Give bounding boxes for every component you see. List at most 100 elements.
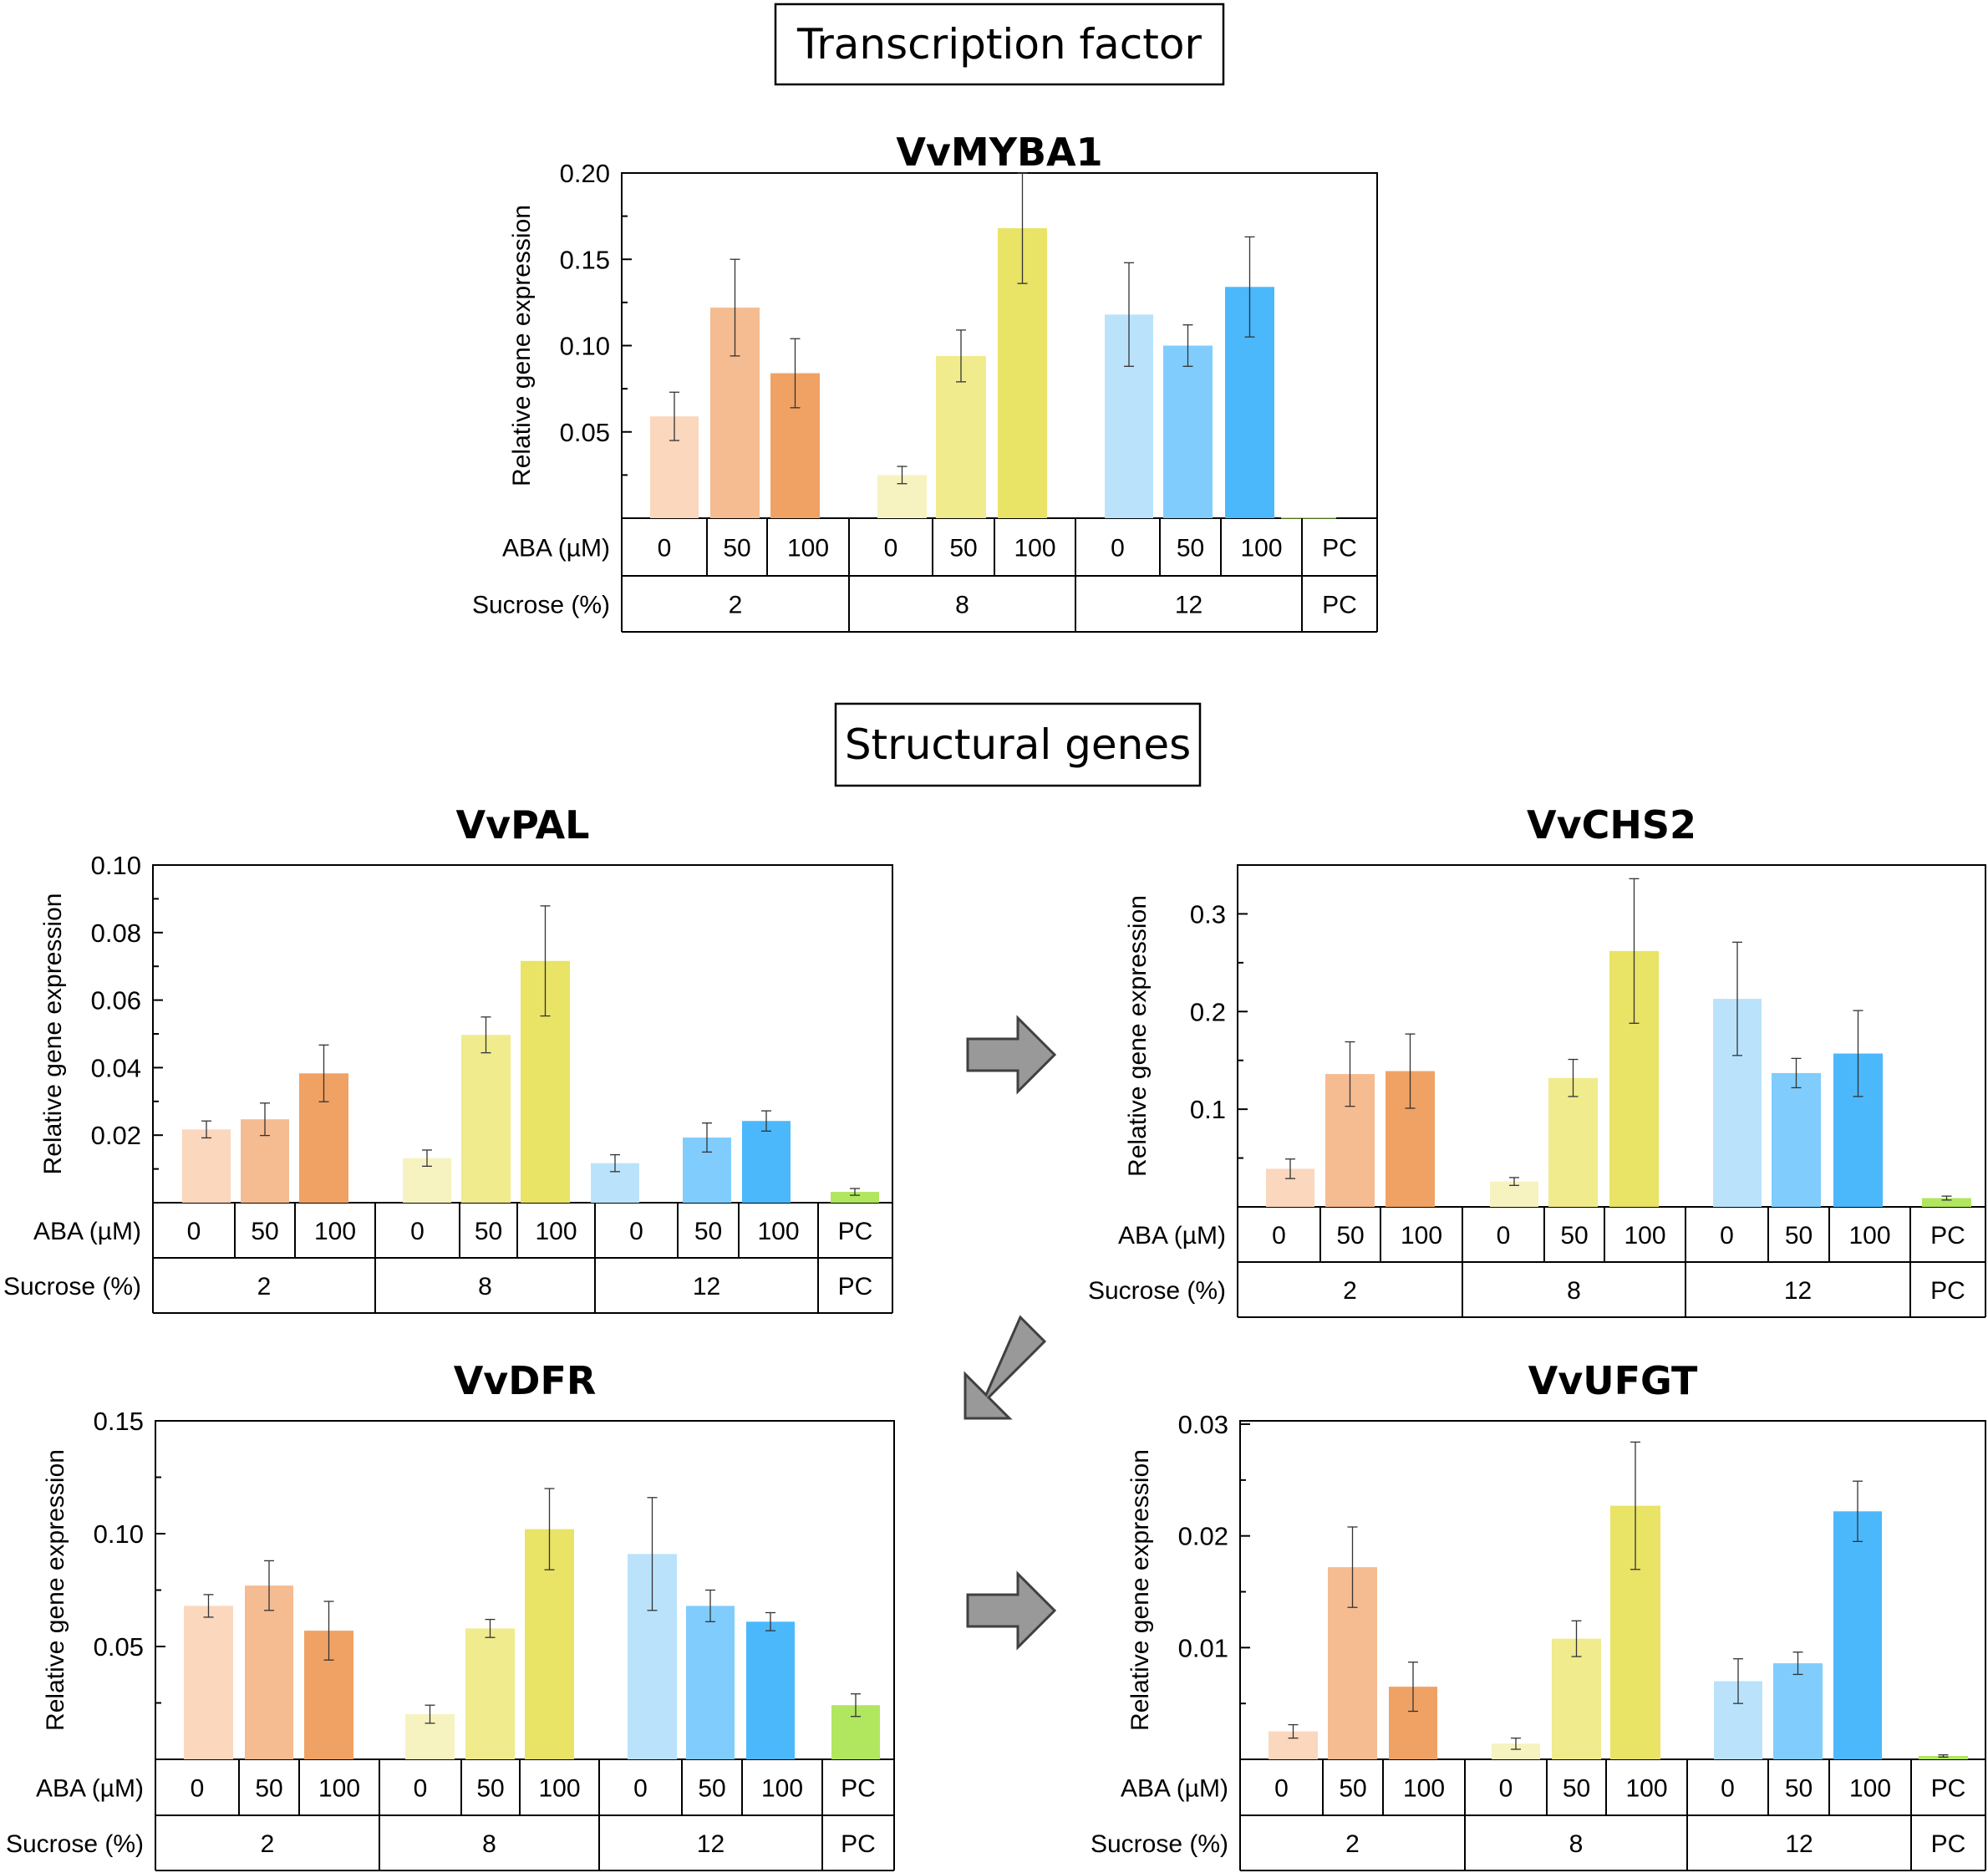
vvmyba1-y-tick-label: 0.20 [560, 159, 610, 188]
vvchs2-y-tick-label: 0.3 [1190, 899, 1226, 929]
vvmyba1-aba-cell: 0 [658, 535, 672, 562]
vvpal-bar [831, 1192, 879, 1203]
vvdfr-bar [184, 1606, 233, 1759]
vvchs2-title: VvCHS2 [1527, 802, 1696, 847]
structural-genes-title: Structural genes [845, 720, 1191, 769]
vvpal-aba-cell: 50 [475, 1218, 502, 1245]
vvpal-bar [461, 1035, 511, 1203]
vvmyba1-title: VvMYBA1 [896, 130, 1102, 175]
vvmyba1-aba-cell: 0 [884, 535, 898, 562]
vvufgt-sucrose-cell: 2 [1345, 1830, 1360, 1858]
vvchs2-y-tick-label: 0.2 [1190, 997, 1226, 1026]
vvufgt-sucrose-row-label: Sucrose (%) [1091, 1830, 1228, 1858]
chart-vvpal: VvPAL 0.02 0.04 0.06 0.08 0.10 Relative gene e… [3, 802, 893, 1314]
vvufgt-y-tick-label: 0.02 [1178, 1522, 1228, 1551]
vvmyba1-y-tick-label: 0.15 [560, 245, 610, 274]
vvufgt-sucrose-cell: PC [1931, 1830, 1966, 1858]
vvpal-aba-cell: 0 [187, 1218, 201, 1245]
vvpal-aba-cell: PC [838, 1218, 873, 1245]
vvufgt-aba-row-label: ABA (µM) [1121, 1775, 1228, 1803]
vvchs2-aba-cell: 50 [1336, 1222, 1364, 1250]
chart-vvufgt: VvUFGT 0.01 0.02 0.03 Relative gene expressi… [1091, 1358, 1986, 1871]
vvmyba1-sucrose-cell: 2 [729, 592, 743, 619]
vvchs2-aba-cell: 50 [1560, 1222, 1588, 1250]
vvpal-aba-cell: 50 [694, 1218, 722, 1245]
vvufgt-bar [1552, 1638, 1601, 1759]
vvpal-aba-row-label: ABA (µM) [33, 1218, 141, 1245]
vvmyba1-bar [1163, 345, 1213, 518]
vvufgt-bar [1773, 1663, 1823, 1759]
structural-genes-box [834, 702, 1202, 787]
vvdfr-y-tick-label: 0.10 [94, 1519, 144, 1549]
vvmyba1-aba-cell: 100 [787, 535, 829, 562]
arrow-right-dfr-to-ufgt-icon [966, 1570, 1057, 1651]
vvdfr-bar [746, 1621, 795, 1759]
vvufgt-aba-cell: 100 [1403, 1775, 1445, 1803]
vvmyba1-aba-cell: PC [1322, 535, 1357, 562]
vvpal-y-axis-label: Relative gene expression [39, 893, 67, 1175]
vvpal-sucrose-cell: PC [838, 1273, 873, 1300]
vvchs2-aba-cell: 100 [1848, 1222, 1890, 1250]
vvmyba1-aba-cell: 50 [949, 535, 977, 562]
vvchs2-bar [1548, 1077, 1598, 1207]
vvufgt-y-tick-label: 0.03 [1178, 1410, 1228, 1439]
vvmyba1-sucrose-cell: PC [1322, 592, 1357, 619]
vvchs2-sucrose-cell: 2 [1343, 1277, 1357, 1305]
vvchs2-aba-cell: 0 [1497, 1222, 1511, 1250]
vvufgt-sucrose-cell: 12 [1785, 1830, 1813, 1858]
vvmyba1-sucrose-row-label: Sucrose (%) [472, 592, 610, 619]
vvufgt-bar [1833, 1511, 1882, 1759]
vvchs2-aba-cell: 100 [1401, 1222, 1442, 1250]
vvpal-bar [742, 1121, 791, 1203]
vvpal-y-tick-label: 0.08 [91, 919, 141, 948]
vvmyba1-aba-cell: 50 [1177, 535, 1204, 562]
vvufgt-aba-cell: PC [1931, 1775, 1966, 1803]
vvufgt-y-axis-label: Relative gene expression [1126, 1449, 1154, 1731]
vvdfr-aba-cell: 100 [538, 1775, 580, 1803]
vvmyba1-aba-row-label: ABA (µM) [502, 535, 610, 562]
vvufgt-bar [1919, 1755, 1968, 1759]
vvdfr-bar [465, 1628, 515, 1759]
vvdfr-aba-cell: 100 [761, 1775, 803, 1803]
vvufgt-aba-cell: 0 [1274, 1775, 1289, 1803]
vvpal-sucrose-cell: 8 [478, 1273, 492, 1300]
vvufgt-aba-cell: 100 [1625, 1775, 1667, 1803]
vvdfr-aba-cell: 50 [698, 1775, 725, 1803]
chart-vvchs2: VvCHS2 0.1 0.2 0.3 Relative gene expression A… [1088, 802, 1986, 1318]
vvpal-aba-cell: 100 [314, 1218, 356, 1245]
structural-genes-heading: Structural genes [834, 702, 1202, 787]
vvdfr-aba-cell: PC [841, 1775, 876, 1803]
vvpal-title: VvPAL [456, 802, 590, 847]
vvchs2-sucrose-cell: PC [1930, 1277, 1965, 1305]
vvpal-sucrose-row-label: Sucrose (%) [3, 1273, 141, 1300]
vvdfr-bar [686, 1606, 735, 1759]
vvchs2-aba-row-label: ABA (µM) [1118, 1222, 1226, 1250]
vvdfr-aba-cell: 50 [255, 1775, 282, 1803]
vvdfr-aba-row-label: ABA (µM) [36, 1775, 144, 1803]
vvchs2-aba-cell: 100 [1624, 1222, 1665, 1250]
vvufgt-bar [1492, 1743, 1540, 1759]
vvpal-bar [182, 1129, 231, 1203]
vvchs2-aba-cell: PC [1930, 1222, 1965, 1250]
chart-vvdfr: VvDFR 0.05 0.10 0.15 Relative gene expressio… [6, 1358, 895, 1871]
chart-vvmyba1: VvMYBA1 0.05 0.10 0.15 0.20 Relative gene exp… [472, 130, 1378, 633]
vvmyba1-sucrose-cell: 8 [955, 592, 969, 619]
vvpal-aba-cell: 100 [757, 1218, 799, 1245]
vvufgt-aba-cell: 100 [1849, 1775, 1891, 1803]
vvdfr-sucrose-row-label: Sucrose (%) [6, 1830, 144, 1858]
vvchs2-aba-cell: 0 [1272, 1222, 1286, 1250]
vvpal-y-tick-label: 0.06 [91, 986, 141, 1015]
vvchs2-y-tick-label: 0.1 [1190, 1095, 1226, 1124]
vvchs2-aba-cell: 0 [1720, 1222, 1734, 1250]
vvmyba1-aba-cell: 50 [723, 535, 750, 562]
vvdfr-y-tick-label: 0.15 [94, 1407, 144, 1436]
vvchs2-bar [1922, 1198, 1971, 1207]
vvmyba1-aba-cell: 100 [1240, 535, 1282, 562]
vvchs2-aba-cell: 50 [1785, 1222, 1813, 1250]
vvdfr-sucrose-cell: 12 [697, 1830, 725, 1858]
vvpal-aba-cell: 0 [629, 1218, 643, 1245]
transcription-factor-heading: Transcription factor [774, 3, 1225, 86]
vvchs2-sucrose-cell: 8 [1567, 1277, 1581, 1305]
vvpal-aba-cell: 0 [410, 1218, 425, 1245]
vvufgt-sucrose-cell: 8 [1569, 1830, 1584, 1858]
